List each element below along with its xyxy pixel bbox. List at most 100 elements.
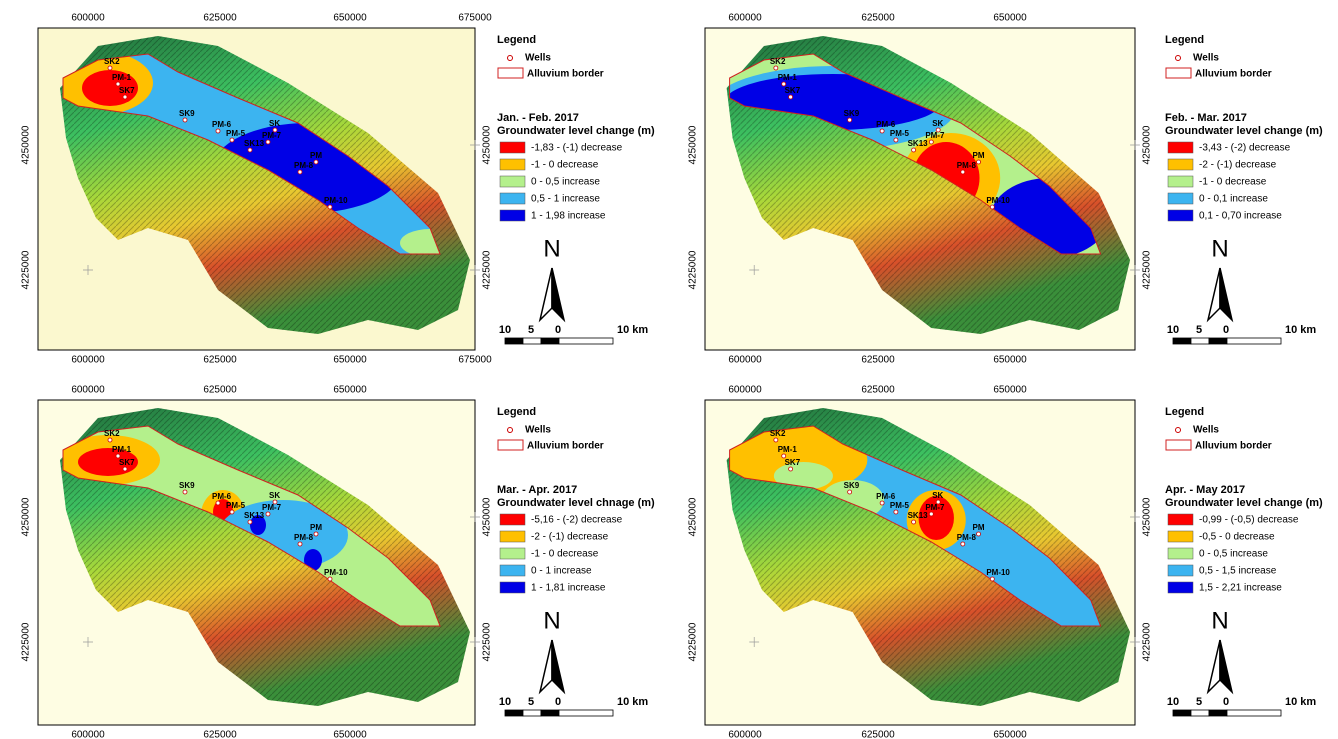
scale-label: 0 bbox=[555, 324, 561, 336]
legend-swatch bbox=[500, 548, 525, 559]
left-coord: 4225000 bbox=[21, 250, 32, 289]
legend-subtitle: Groundwater level change (m) bbox=[497, 125, 655, 137]
scale-label: 10 bbox=[1167, 324, 1179, 336]
legend-item: -1 - 0 decrease bbox=[1199, 177, 1267, 188]
scale-label: 0 bbox=[1223, 696, 1229, 708]
well-label: PM-1 bbox=[778, 73, 798, 82]
top-coord: 650000 bbox=[993, 385, 1027, 396]
well-label: PM-5 bbox=[226, 501, 246, 510]
right-coord: 4225000 bbox=[482, 250, 493, 289]
scale-segment bbox=[1209, 338, 1227, 344]
well-marker bbox=[961, 170, 965, 174]
legend-swatch bbox=[1168, 210, 1193, 221]
legend-wells: Wells bbox=[525, 425, 551, 436]
legend-item: -0,99 - (-0,5) decrease bbox=[1199, 515, 1299, 526]
north-arrow-right bbox=[1220, 640, 1232, 692]
well-marker bbox=[123, 467, 127, 471]
well-label: SK9 bbox=[844, 109, 860, 118]
scale-label: 5 bbox=[528, 324, 534, 336]
well-label: SK7 bbox=[785, 458, 801, 467]
scale-segment bbox=[559, 338, 613, 344]
legend-swatch bbox=[1168, 514, 1193, 525]
well-label: PM-1 bbox=[112, 445, 132, 454]
well-label: SK bbox=[269, 119, 280, 128]
top-coord: 600000 bbox=[71, 13, 105, 24]
bottom-coord: 650000 bbox=[333, 730, 367, 739]
map-panel: SK2PM-1SK7SK9PM-6PM-5SK13SKPM-7PMPM-8PM-… bbox=[688, 385, 1323, 739]
well-label: PM-6 bbox=[212, 120, 232, 129]
well-label: PM-5 bbox=[890, 129, 910, 138]
top-coord: 650000 bbox=[993, 13, 1027, 24]
well-label: PM-7 bbox=[262, 131, 282, 140]
scale-label: 10 bbox=[499, 324, 511, 336]
well-label: PM-6 bbox=[876, 120, 896, 129]
legend-item: -2 - (-1) decrease bbox=[531, 532, 609, 543]
legend-border-symbol bbox=[498, 440, 523, 450]
legend-item: 0 - 0,5 increase bbox=[1199, 549, 1268, 560]
well-marker bbox=[216, 129, 220, 133]
well-marker bbox=[848, 490, 852, 494]
right-coord: 4225000 bbox=[1142, 250, 1153, 289]
well-label: SK bbox=[932, 491, 943, 500]
bottom-coord: 625000 bbox=[203, 730, 237, 739]
scale-label: 5 bbox=[1196, 696, 1202, 708]
top-coord: 625000 bbox=[861, 13, 895, 24]
scale-label: 10 km bbox=[1285, 696, 1316, 708]
top-coord: 625000 bbox=[203, 385, 237, 396]
north-arrow-left bbox=[1208, 268, 1220, 320]
scale-segment bbox=[1173, 710, 1191, 716]
well-label: PM-8 bbox=[957, 533, 977, 542]
legend-well-symbol bbox=[1176, 428, 1181, 433]
legend-period: Apr. - May 2017 bbox=[1165, 484, 1245, 496]
legend-period: Jan. - Feb. 2017 bbox=[497, 112, 579, 124]
well-label: SK9 bbox=[844, 481, 860, 490]
left-coord: 4250000 bbox=[21, 125, 32, 164]
bottom-coord: 600000 bbox=[71, 730, 105, 739]
legend-swatch bbox=[1168, 176, 1193, 187]
legend-border-symbol bbox=[1166, 440, 1191, 450]
well-marker bbox=[230, 510, 234, 514]
well-marker bbox=[848, 118, 852, 122]
well-marker bbox=[248, 148, 252, 152]
north-label: N bbox=[543, 235, 560, 262]
well-marker bbox=[230, 138, 234, 142]
scale-segment bbox=[523, 710, 541, 716]
legend-swatch bbox=[1168, 159, 1193, 170]
north-arrow-right bbox=[552, 268, 564, 320]
bottom-coord: 600000 bbox=[71, 355, 105, 366]
well-label: PM-1 bbox=[778, 445, 798, 454]
bottom-coord: 650000 bbox=[993, 730, 1027, 739]
well-label: SK bbox=[932, 119, 943, 128]
legend-item: -3,43 - (-2) decrease bbox=[1199, 143, 1291, 154]
legend-item: 0,1 - 0,70 increase bbox=[1199, 211, 1282, 222]
legend-well-symbol bbox=[508, 56, 513, 61]
legend-title: Legend bbox=[497, 34, 536, 46]
well-label: SK2 bbox=[770, 429, 786, 438]
scale-label: 10 bbox=[1167, 696, 1179, 708]
well-label: PM-8 bbox=[294, 533, 314, 542]
legend-title: Legend bbox=[1165, 406, 1204, 418]
north-arrow-left bbox=[540, 640, 552, 692]
left-coord: 4225000 bbox=[688, 622, 699, 661]
well-label: PM-8 bbox=[294, 161, 314, 170]
legend-swatch bbox=[1168, 193, 1193, 204]
well-label: SK9 bbox=[179, 481, 195, 490]
legend-item: 1 - 1,81 increase bbox=[531, 583, 606, 594]
legend-swatch bbox=[1168, 582, 1193, 593]
scale-label: 5 bbox=[1196, 324, 1202, 336]
legend-item: -1,83 - (-1) decrease bbox=[531, 143, 623, 154]
legend-item: -5,16 - (-2) decrease bbox=[531, 515, 623, 526]
legend-item: 0,5 - 1,5 increase bbox=[1199, 566, 1277, 577]
left-coord: 4250000 bbox=[688, 125, 699, 164]
legend-item: -2 - (-1) decrease bbox=[1199, 160, 1277, 171]
well-marker bbox=[789, 467, 793, 471]
bottom-coord: 625000 bbox=[203, 355, 237, 366]
bottom-coord: 650000 bbox=[993, 355, 1027, 366]
well-marker bbox=[183, 118, 187, 122]
legend-item: -1 - 0 decrease bbox=[531, 549, 599, 560]
legend-border: Alluvium border bbox=[1195, 441, 1272, 452]
legend-period: Mar. - Apr. 2017 bbox=[497, 484, 577, 496]
bottom-coord: 625000 bbox=[861, 730, 895, 739]
well-marker bbox=[929, 512, 933, 516]
scale-label: 10 km bbox=[617, 696, 648, 708]
